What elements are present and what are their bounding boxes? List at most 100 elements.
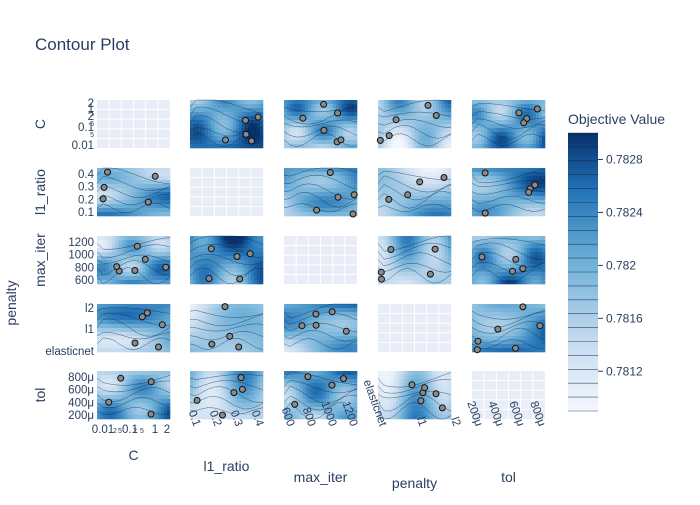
contour-cell (293, 192, 296, 196)
contour-cell (539, 140, 542, 144)
trial-marker (234, 254, 240, 260)
contour-cell (127, 280, 130, 284)
contour-cell (509, 172, 512, 176)
contour-cell (499, 116, 502, 120)
contour-cell (155, 268, 158, 272)
contour-cell (402, 144, 405, 148)
contour-cell (345, 124, 348, 128)
contour-cell (106, 236, 109, 240)
contour-cell (251, 104, 254, 108)
contour-cell (130, 200, 133, 204)
contour-cell (214, 320, 217, 324)
contour-cell (115, 312, 118, 316)
contour-cell (351, 100, 354, 104)
contour-cell (518, 336, 521, 340)
contour-cell (217, 340, 220, 344)
contour-cell (233, 244, 236, 248)
contour-cell (448, 144, 451, 148)
contour-cell (134, 375, 137, 379)
contour-cell (284, 136, 287, 140)
contour-cell (378, 208, 381, 212)
contour-cell (112, 180, 115, 184)
contour-cell (260, 140, 263, 144)
contour-cell (257, 320, 260, 324)
contour-cell (205, 264, 208, 268)
contour-cell (527, 252, 530, 256)
trial-marker (482, 210, 488, 216)
contour-cell (433, 176, 436, 180)
contour-cell (134, 176, 137, 180)
contour-cell (220, 248, 223, 252)
contour-cell (530, 260, 533, 264)
contour-cell (137, 379, 140, 383)
contour-cell (230, 240, 233, 244)
contour-cell (402, 280, 405, 284)
contour-cell (411, 144, 414, 148)
contour-cell (217, 308, 220, 312)
contour-cell (536, 244, 539, 248)
contour-cell (254, 124, 257, 128)
contour-cell (348, 192, 351, 196)
contour-cell (542, 212, 545, 216)
contour-cell (542, 144, 545, 148)
contour-cell (390, 192, 393, 196)
contour-cell (239, 316, 242, 320)
contour-cell (490, 332, 493, 336)
contour-cell (415, 172, 418, 176)
contour-cell (134, 348, 137, 352)
contour-cell (496, 140, 499, 144)
contour-cell (155, 276, 158, 280)
contour-cell (499, 348, 502, 352)
contour-cell (521, 336, 524, 340)
contour-cell (430, 208, 433, 212)
trial-marker (156, 344, 162, 350)
contour-cell (155, 391, 158, 395)
contour-cell (205, 324, 208, 328)
contour-cell (121, 188, 124, 192)
contour-cell (418, 112, 421, 116)
trial-marker (474, 347, 480, 353)
contour-cell (411, 184, 414, 188)
contour-cell (539, 204, 542, 208)
contour-cell (97, 344, 100, 348)
contour-cell (530, 140, 533, 144)
contour-cell (509, 200, 512, 204)
contour-cell (430, 212, 433, 216)
contour-cell (499, 280, 502, 284)
contour-cell (140, 168, 143, 172)
contour-cell (112, 395, 115, 399)
contour-cell (299, 312, 302, 316)
contour-cell (230, 264, 233, 268)
contour-cell (127, 391, 130, 395)
contour-cell (293, 100, 296, 104)
contour-cell (408, 256, 411, 260)
contour-cell (118, 172, 121, 176)
contour-cell (411, 128, 414, 132)
contour-cell (396, 236, 399, 240)
contour-cell (333, 184, 336, 188)
contour-cell (245, 280, 248, 284)
contour-cell (496, 304, 499, 308)
contour-cell (415, 136, 418, 140)
contour-cell (314, 120, 317, 124)
contour-cell (424, 184, 427, 188)
contour-cell (233, 136, 236, 140)
contour-cell (124, 176, 127, 180)
contour-cell (251, 276, 254, 280)
contour-cell (533, 348, 536, 352)
contour-cell (308, 188, 311, 192)
contour-cell (161, 192, 164, 196)
contour-cell (208, 104, 211, 108)
contour-cell (387, 116, 390, 120)
contour-cell (396, 200, 399, 204)
contour-cell (411, 140, 414, 144)
contour-cell (354, 176, 357, 180)
contour-cell (448, 212, 451, 216)
contour-cell (493, 348, 496, 352)
contour-cell (384, 236, 387, 240)
contour-cell (302, 100, 305, 104)
contour-cell (115, 276, 118, 280)
contour-cell (521, 184, 524, 188)
contour-cell (381, 196, 384, 200)
contour-cell (299, 132, 302, 136)
